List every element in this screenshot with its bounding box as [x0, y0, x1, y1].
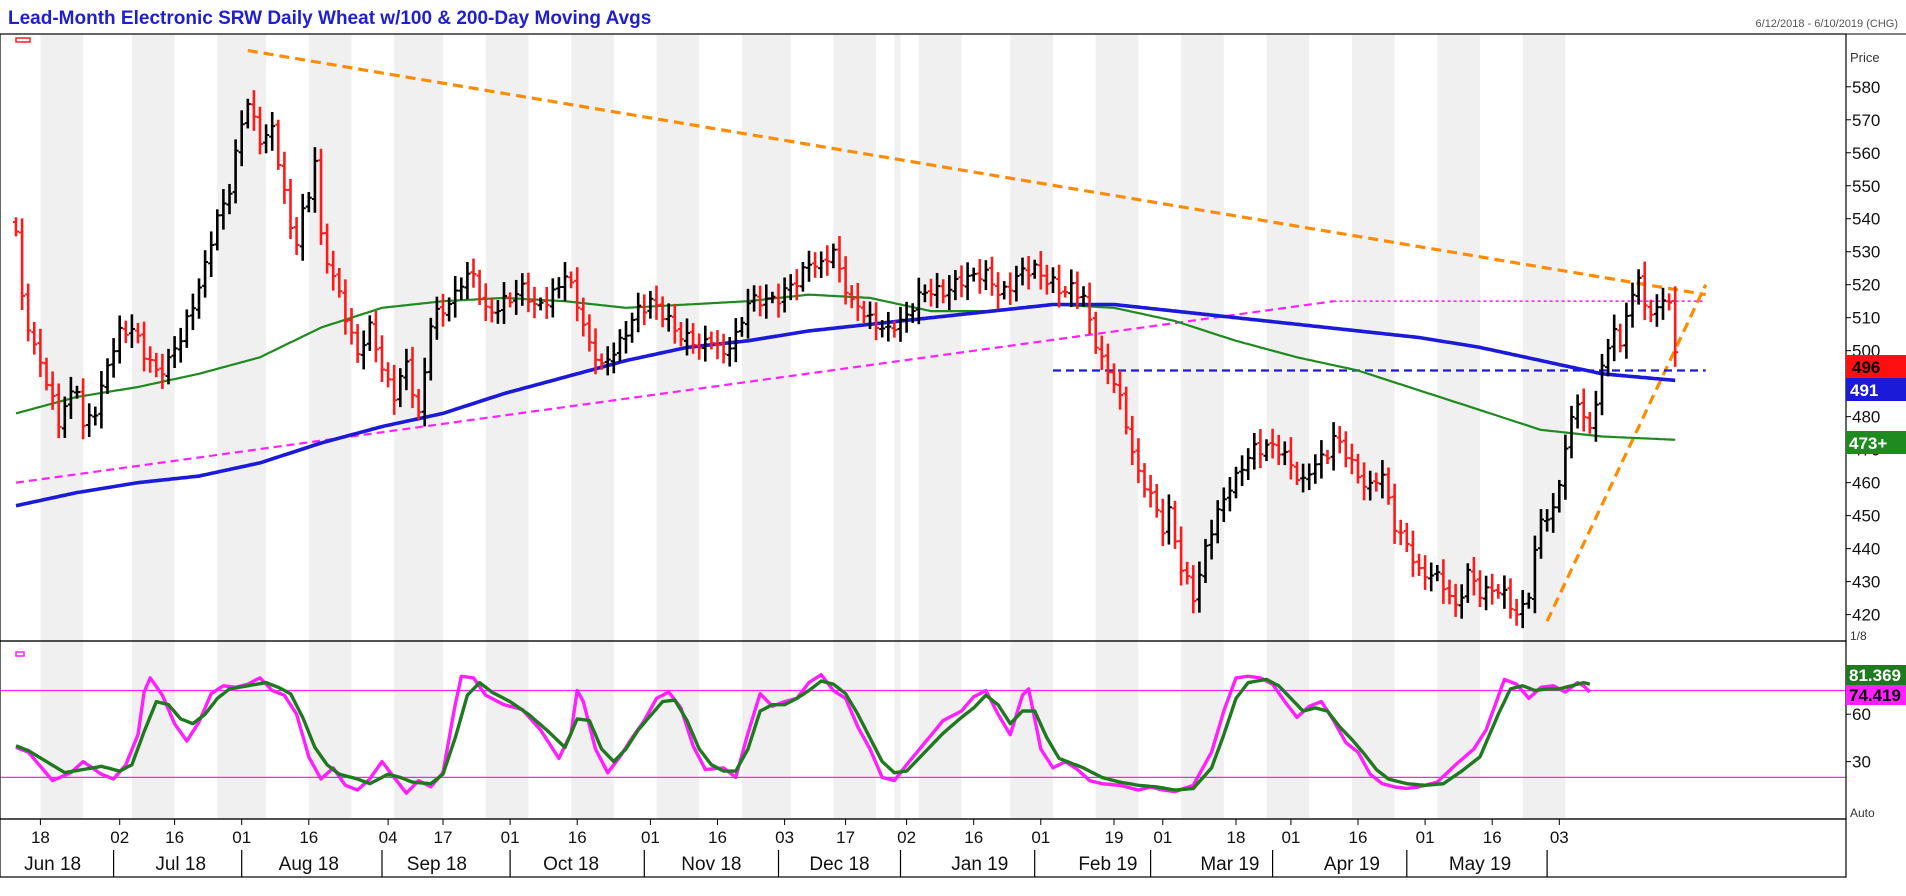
day-tick-label: 17	[836, 828, 855, 847]
day-tick-label: 18	[31, 828, 50, 847]
price-panel-marker	[15, 37, 31, 43]
osc-tick-label: 30	[1852, 753, 1871, 772]
trendline-orange-dashed-1	[1545, 284, 1708, 622]
shade-band-11	[918, 34, 962, 819]
month-label: Jan 19	[951, 854, 1008, 875]
month-label: Oct 18	[543, 854, 599, 875]
shade-band-15	[1266, 34, 1310, 819]
month-label: Apr 19	[1324, 854, 1380, 875]
last-price-badge: 496	[1846, 355, 1906, 378]
price-tick-label: 450	[1852, 507, 1880, 526]
trendlines	[15, 48, 1708, 622]
day-tick-label: 19	[1105, 828, 1124, 847]
day-tick-label: 01	[1031, 828, 1050, 847]
frames	[0, 33, 1906, 878]
day-tick-label: 02	[897, 828, 916, 847]
shade-band-16	[1351, 34, 1395, 819]
day-tick-label: 16	[964, 828, 983, 847]
price-tick-label: 520	[1852, 276, 1880, 295]
stoch-d-value: 81.369	[1849, 666, 1901, 685]
oscillator-axis-ticks: 30 60	[1846, 705, 1871, 772]
price-tick-label: 430	[1852, 573, 1880, 592]
day-tick-label: 16	[1483, 828, 1502, 847]
day-tick-label: 01	[1416, 828, 1435, 847]
day-tick-label: 16	[299, 828, 318, 847]
month-label: Nov 18	[681, 854, 741, 875]
price-tick-label: 420	[1852, 606, 1880, 625]
sma200-value: 491	[1850, 381, 1878, 400]
sma100-badge: 473+	[1846, 431, 1906, 454]
trendline-magenta-dashed-2	[15, 300, 1334, 484]
sma200-badge: 491	[1846, 378, 1906, 401]
shade-band-0	[40, 34, 84, 819]
shade-band-17	[1437, 34, 1480, 819]
price-tick-label: 570	[1852, 111, 1880, 130]
shade-band-12	[1010, 34, 1053, 819]
stoch-k-value: 74.419	[1849, 686, 1901, 705]
day-tick-label: 01	[232, 828, 251, 847]
month-label: Feb 19	[1078, 854, 1137, 875]
price-tick-label: 480	[1852, 408, 1880, 427]
price-bars	[13, 90, 1679, 629]
price-tick-label: 530	[1852, 243, 1880, 262]
time-axis: 18 02 16 01 16 04 17 01 16 01 16 03 17 02 16 01 19 01 18 01…	[24, 819, 1569, 877]
shade-band-7	[656, 34, 700, 819]
day-tick-label: 16	[708, 828, 727, 847]
day-tick-label: 01	[641, 828, 660, 847]
price-axis-label: Price	[1850, 50, 1880, 65]
last-price-value: 496	[1852, 358, 1880, 377]
day-tick-label: 01	[1281, 828, 1300, 847]
month-label: Jun 18	[24, 854, 81, 875]
day-tick-label: 17	[434, 828, 453, 847]
fraction-note: 1/8	[1850, 629, 1867, 643]
osc-tick-label: 60	[1852, 705, 1871, 724]
day-tick-label: 16	[568, 828, 587, 847]
price-tick-label: 560	[1852, 144, 1880, 163]
trendline-orange-dashed-0	[247, 48, 1706, 297]
day-tick-label: 03	[775, 828, 794, 847]
price-tick-label: 540	[1852, 210, 1880, 229]
sma-200-line	[15, 302, 1676, 508]
month-label: Jul 18	[155, 854, 206, 875]
month-label: Mar 19	[1200, 854, 1259, 875]
day-tick-label: 03	[1550, 828, 1569, 847]
sma100-value: 473+	[1849, 434, 1887, 453]
price-tick-label: 550	[1852, 177, 1880, 196]
stochastic-oscillator	[15, 673, 1592, 795]
day-tick-label: 18	[1227, 828, 1246, 847]
month-label: Aug 18	[279, 854, 339, 875]
price-tick-label: 460	[1852, 474, 1880, 493]
shade-band-8	[741, 34, 791, 819]
shade-band-6	[571, 34, 614, 819]
day-tick-label: 01	[501, 828, 520, 847]
day-tick-label: 16	[1349, 828, 1368, 847]
oscillator-panel-marker	[15, 651, 25, 657]
shade-band-10	[894, 34, 901, 819]
stoch-k-badge: 74.419	[1846, 685, 1906, 705]
stochastic-d-line	[15, 677, 1591, 792]
chart-title: Lead-Month Electronic SRW Daily Wheat w/…	[8, 8, 651, 29]
oscillator-scale-note: Auto	[1850, 806, 1875, 820]
day-tick-label: 01	[1153, 828, 1172, 847]
month-label: Dec 18	[809, 854, 869, 875]
price-tick-label: 580	[1852, 78, 1880, 97]
day-tick-label: 02	[110, 828, 129, 847]
price-axis-ticks: 4204304404504604704804905005105205305405…	[1846, 78, 1880, 625]
shade-band-5	[485, 34, 529, 819]
price-tick-label: 440	[1852, 540, 1880, 559]
month-label: Sep 18	[407, 854, 467, 875]
date-range: 6/12/2018 - 6/10/2019 (CHG)	[1756, 18, 1898, 30]
stoch-d-badge: 81.369	[1846, 665, 1906, 685]
shade-band-14	[1181, 34, 1224, 819]
price-tick-label: 510	[1852, 309, 1880, 328]
shade-bands	[40, 34, 1566, 819]
month-label: May 19	[1449, 854, 1511, 875]
day-tick-label: 16	[165, 828, 184, 847]
day-tick-label: 04	[379, 828, 398, 847]
shade-band-1	[131, 34, 175, 819]
